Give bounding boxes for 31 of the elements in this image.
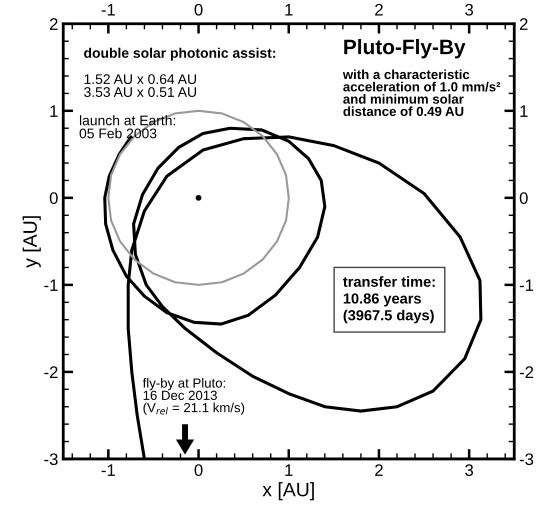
- x2-tick-label: 0: [194, 4, 203, 16]
- text: Pluto-Fly-By: [344, 39, 466, 58]
- x2-tick-label: 1: [285, 4, 293, 16]
- text: with a characteristic acceleration of 1.0 mm/s² and minimum solar distance of 0.49 AU: [342, 69, 500, 116]
- y2-tick-label: 0: [520, 192, 528, 204]
- y-tick-label: -3: [44, 453, 58, 466]
- x-tick-label: 3: [465, 464, 474, 476]
- y-tick-label: -1: [44, 279, 58, 291]
- x-tick-label: 0: [194, 464, 203, 476]
- y2-tick-label: -2: [520, 366, 534, 378]
- annotation: double solar photonic assist:: [84, 48, 276, 61]
- x2-tick-label: -1: [102, 4, 115, 16]
- y-tick-label: 2: [50, 18, 58, 30]
- y2-tick-label: -1: [520, 279, 534, 291]
- y2-tick-label: 2: [520, 18, 528, 30]
- x-tick-label: 1: [285, 464, 293, 476]
- annotation: 1.52 AU x 0.64 AU 3.53 AU x 0.51 AU: [84, 74, 196, 97]
- x2-tick-label: 2: [375, 4, 383, 16]
- x-axis-title: x [AU]: [262, 482, 314, 500]
- y-tick-label: 1: [50, 105, 58, 117]
- x-tick-label: -1: [102, 464, 115, 476]
- y2-tick-label: -3: [520, 453, 534, 466]
- y2-tick-label: 1: [520, 105, 528, 117]
- y-tick-label: -2: [44, 366, 58, 378]
- x-tick-label: 2: [375, 464, 383, 476]
- annotation: fly-by at Pluto: 16 Dec 2013 (V$_{rel}$ = 21.1 km/s): [142, 378, 244, 415]
- y-axis-title: y [AU]: [22, 216, 41, 268]
- annotation: transfer time: 10.86 years (3967.5 days): [343, 276, 435, 324]
- x2-tick-label: 3: [465, 4, 474, 16]
- annotation: launch at Earth: 05 Feb 2003: [80, 115, 176, 138]
- y-tick-label: 0: [50, 192, 58, 204]
